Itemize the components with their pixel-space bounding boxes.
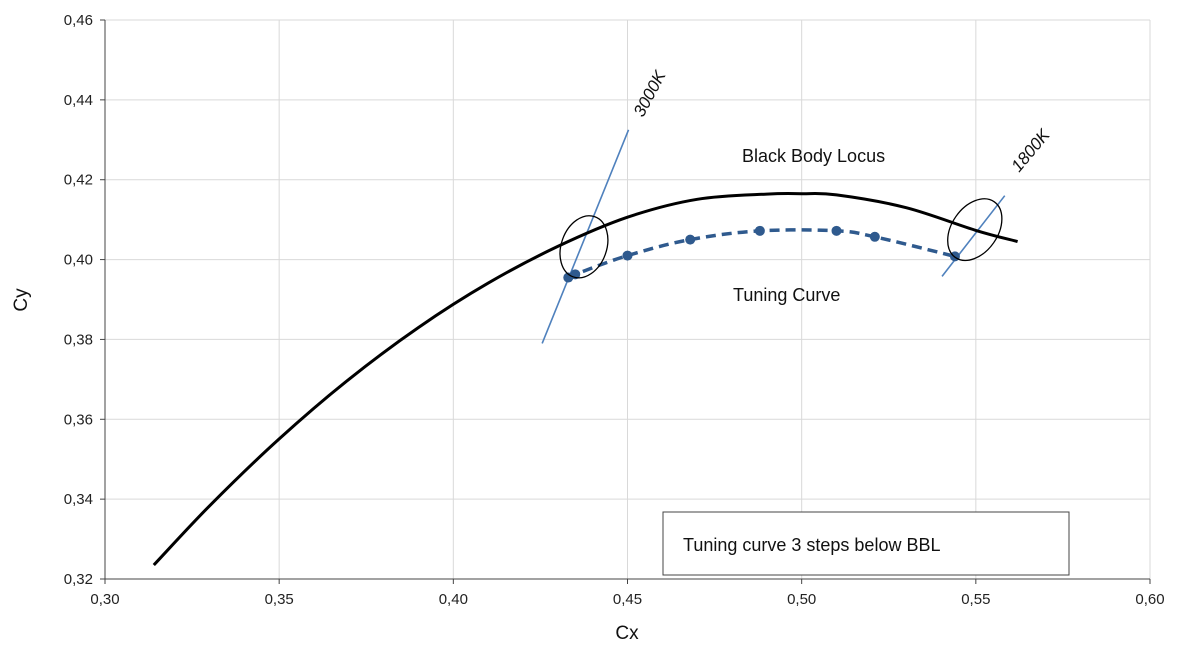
note-box-text: Tuning curve 3 steps below BBL <box>683 535 940 555</box>
tuning-curve-label: Tuning Curve <box>733 285 840 305</box>
y-tick-label: 0,32 <box>64 571 93 588</box>
grid <box>105 19 1151 579</box>
x-tick-label: 0,40 <box>439 591 468 608</box>
axes <box>100 19 1151 584</box>
isotherm-line <box>941 195 1006 277</box>
x-tick-label: 0,30 <box>90 591 119 608</box>
locus-label: Black Body Locus <box>742 146 885 166</box>
x-tick-label: 0,55 <box>961 591 990 608</box>
x-tick-label: 0,50 <box>787 591 816 608</box>
isotherm-3000k-label: 3000K <box>630 67 670 120</box>
x-tick-labels: 0,30 0,35 0,40 0,45 0,50 0,55 0,60 <box>90 591 1164 608</box>
y-tick-label: 0,34 <box>64 491 93 508</box>
y-tick-label: 0,44 <box>64 92 93 109</box>
y-tick-label: 0,42 <box>64 172 93 189</box>
y-tick-labels: 0,32 0,34 0,36 0,38 0,40 0,42 0,44 0,46 <box>64 12 93 588</box>
y-tick-label: 0,38 <box>64 331 93 348</box>
series <box>152 191 1018 567</box>
black-body-locus-line <box>152 191 1018 567</box>
y-tick-label: 0,40 <box>64 252 93 269</box>
isotherm-lines <box>541 129 1006 344</box>
tuning-curve-point <box>869 231 880 242</box>
tuning-curve-point <box>622 250 633 261</box>
tuning-curve-point <box>685 234 696 245</box>
ellipses <box>559 198 1003 279</box>
tuning-curve-point <box>754 225 765 236</box>
isotherm-1800k-label: 1800K <box>1008 125 1055 175</box>
isotherm-line <box>541 129 630 344</box>
x-tick-label: 0,35 <box>265 591 294 608</box>
y-tick-label: 0,46 <box>64 12 93 29</box>
note-box: Tuning curve 3 steps below BBL <box>662 511 1070 576</box>
x-tick-label: 0,60 <box>1135 591 1164 608</box>
highlight-ellipse <box>559 215 609 279</box>
y-axis-title: Cy <box>11 288 32 312</box>
highlight-ellipse <box>947 198 1003 262</box>
x-tick-label: 0,45 <box>613 591 642 608</box>
x-axis-title: Cx <box>615 623 639 644</box>
y-tick-label: 0,36 <box>64 411 93 428</box>
tuning-curve-point <box>831 225 842 236</box>
